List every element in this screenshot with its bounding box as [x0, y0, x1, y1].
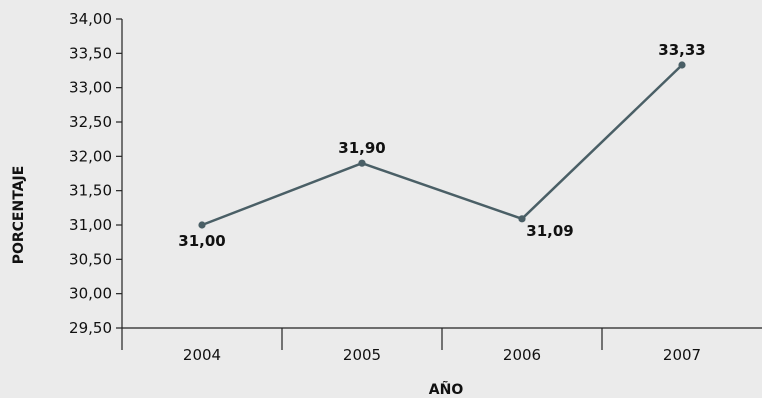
y-tick-label: 30,00 [69, 285, 112, 303]
x-axis-title: AÑO [429, 381, 464, 398]
y-axis: 34,00 33,50 33,00 32,50 32,00 31,50 31,00 30,50… [69, 10, 123, 350]
y-tick-label: 30,50 [69, 250, 112, 268]
y-tick-label: 33,50 [69, 44, 112, 62]
series-group [201, 64, 683, 227]
data-point [678, 61, 686, 69]
data-points [198, 61, 686, 229]
y-tick-label: 31,00 [69, 216, 112, 234]
y-tick-label: 33,00 [69, 79, 112, 97]
y-tick-label: 31,50 [69, 182, 112, 200]
y-tick-label: 34,00 [69, 10, 112, 28]
data-label: 31,00 [178, 232, 225, 250]
data-label: 33,33 [658, 41, 705, 59]
data-point [358, 159, 366, 167]
y-tick-label: 32,00 [69, 147, 112, 165]
x-tick-label: 2004 [183, 346, 221, 364]
data-labels: 31,00 31,90 31,09 33,33 [178, 41, 705, 250]
series-line [201, 64, 683, 227]
y-axis-title: PORCENTAJE [11, 166, 27, 265]
data-label: 31,09 [526, 222, 573, 240]
data-point [198, 221, 206, 229]
y-tick-label: 29,50 [69, 319, 112, 337]
x-tick-label: 2007 [663, 346, 701, 364]
x-tick-label: 2005 [343, 346, 381, 364]
data-point [518, 215, 526, 223]
data-label: 31,90 [338, 139, 385, 157]
x-tick-label: 2006 [503, 346, 541, 364]
y-tick-label: 32,50 [69, 113, 112, 131]
x-axis: 2004 2005 2006 2007 [122, 327, 762, 364]
